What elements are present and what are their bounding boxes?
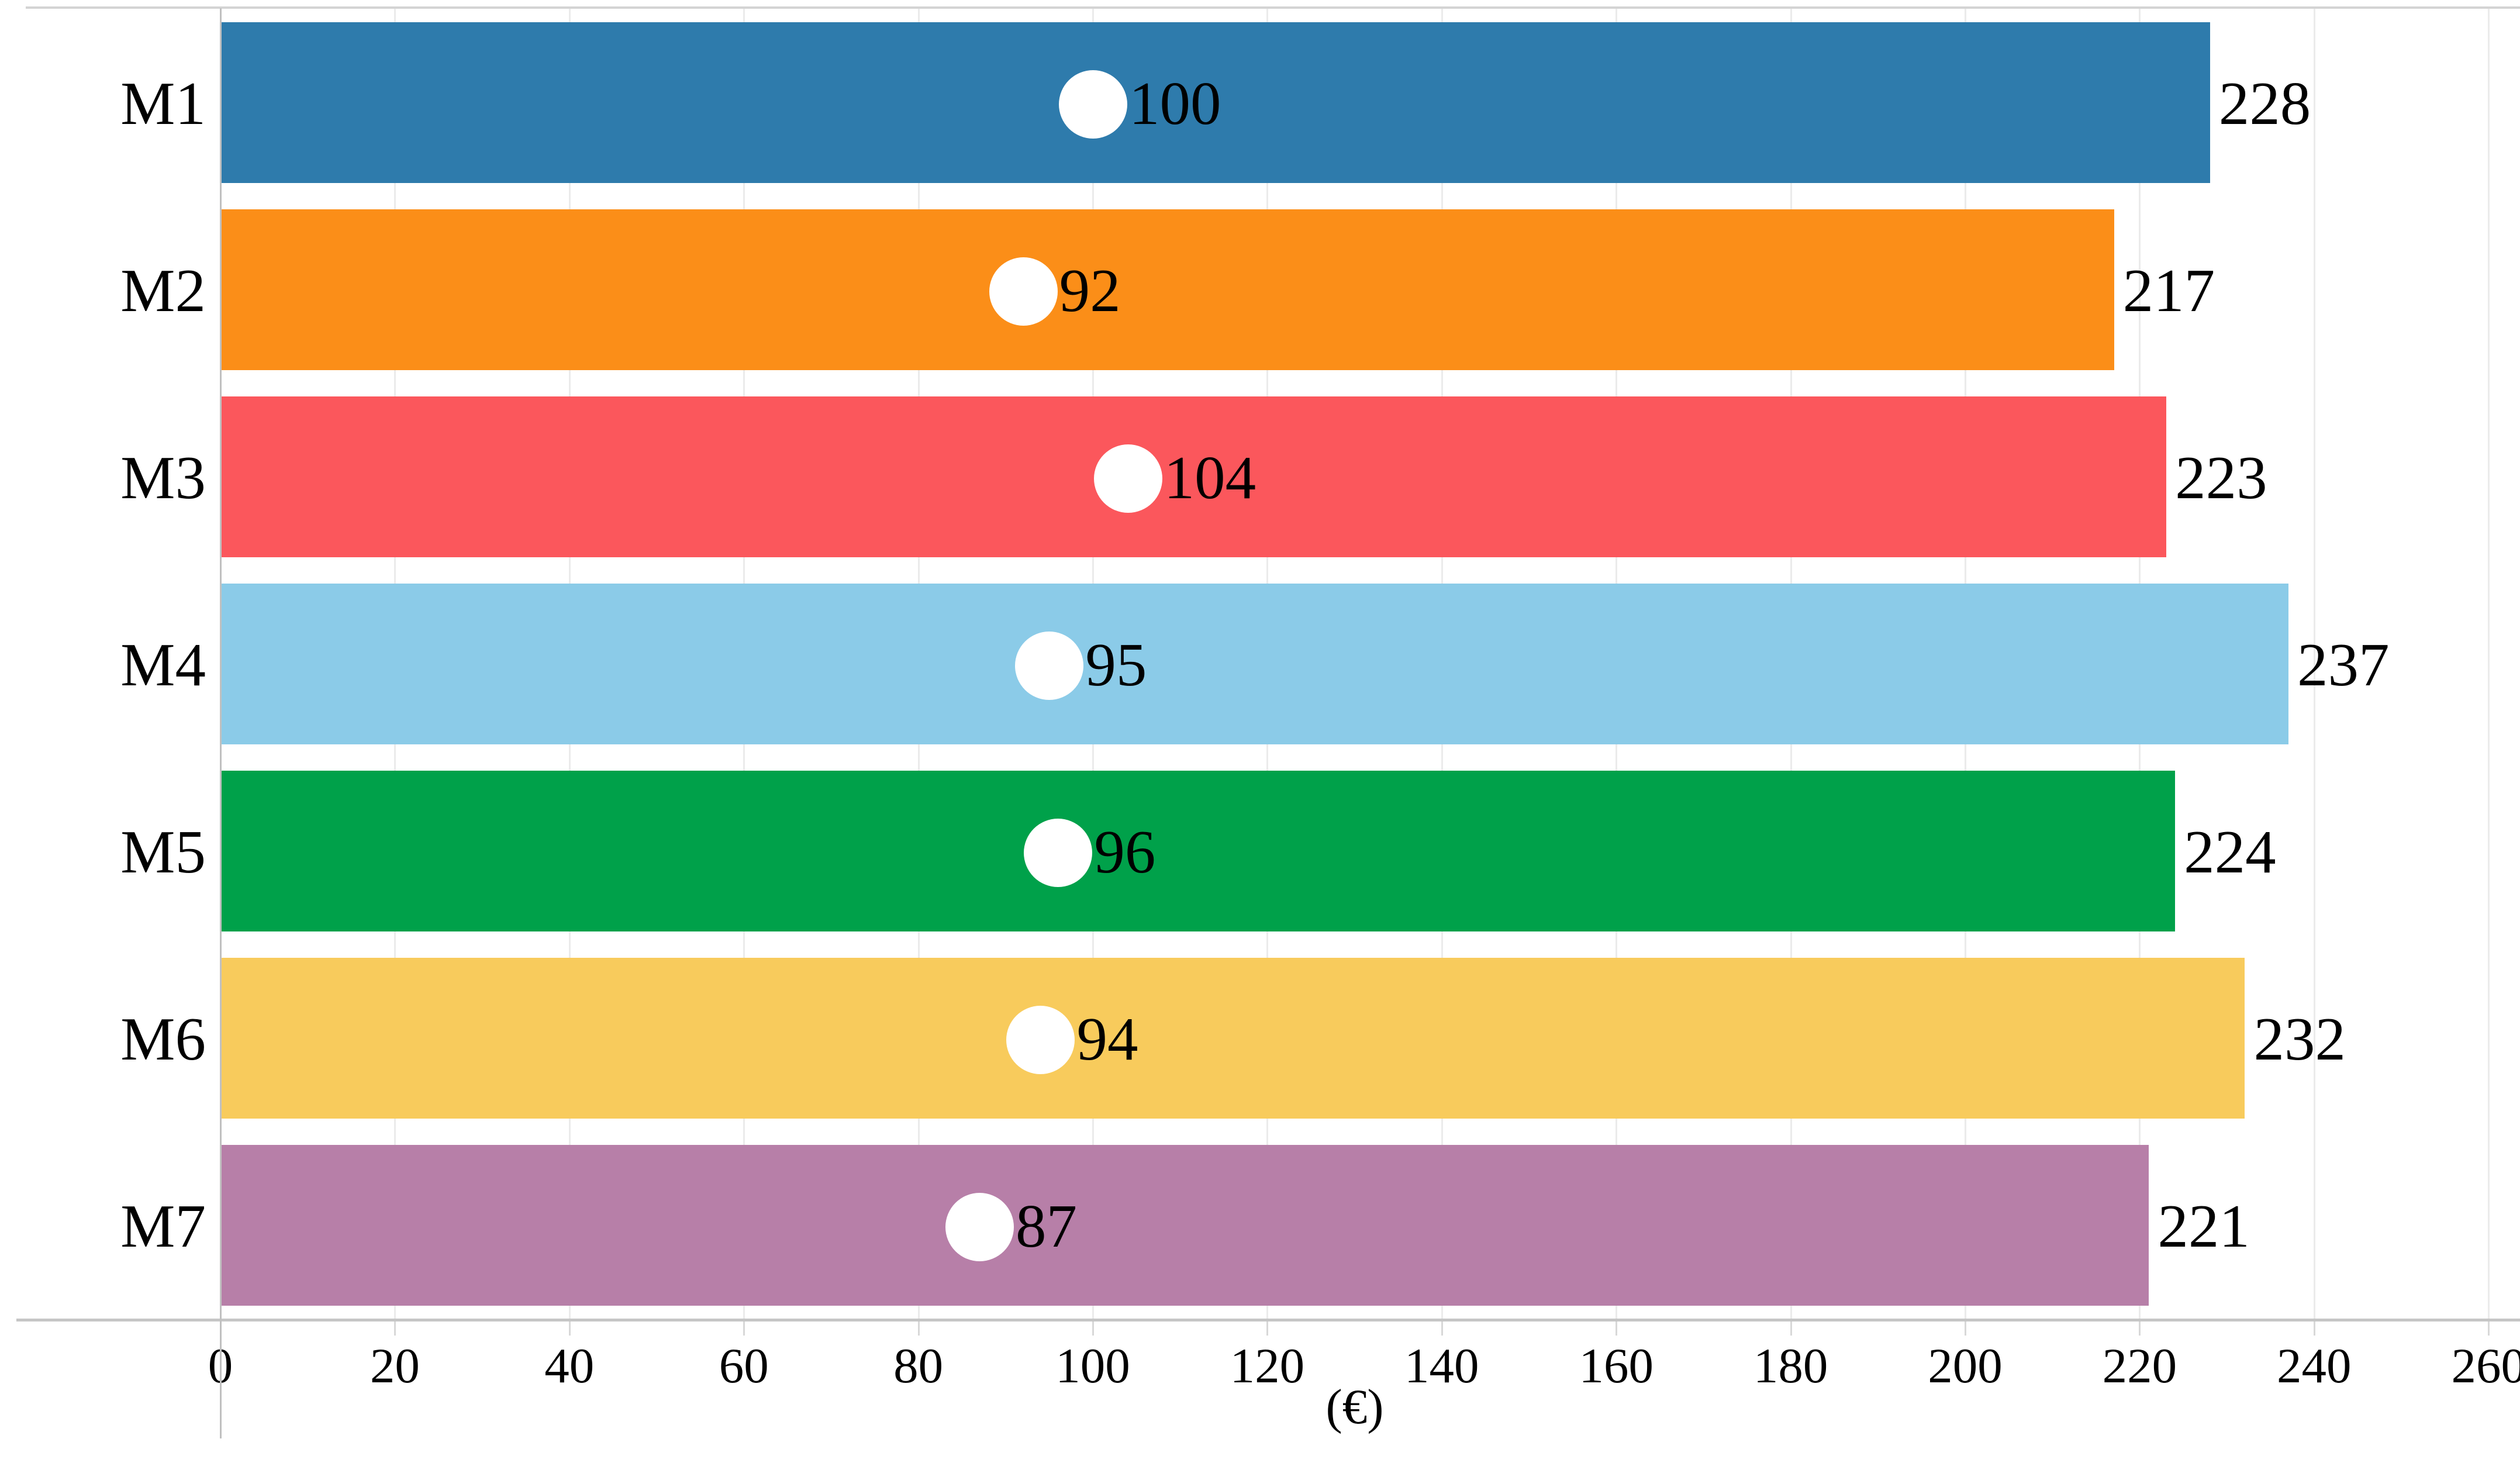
bar-value-label-M4: 237 xyxy=(2297,630,2390,699)
bar-value-label-M7: 221 xyxy=(2157,1191,2250,1260)
dot-value-label-M1: 100 xyxy=(1129,68,1221,137)
bar-M4 xyxy=(221,584,2289,744)
tick-mark-120 xyxy=(1266,1321,1269,1336)
tick-mark-100 xyxy=(1092,1321,1094,1336)
x-tick-label-40: 40 xyxy=(544,1338,595,1393)
bar-M1 xyxy=(221,22,2210,183)
gridline-240 xyxy=(2313,9,2315,1319)
tick-mark-40 xyxy=(568,1321,571,1336)
bar-value-label-M3: 223 xyxy=(2175,443,2267,512)
x-tick-label-260: 260 xyxy=(2451,1338,2520,1393)
bar-M2 xyxy=(221,209,2114,370)
category-label-M4: M4 xyxy=(120,630,206,699)
marker-dot-M5 xyxy=(1024,818,1093,887)
dot-value-label-M2: 92 xyxy=(1059,256,1121,325)
dot-value-label-M6: 94 xyxy=(1076,1004,1138,1073)
x-tick-label-120: 120 xyxy=(1230,1338,1305,1393)
marker-dot-M3 xyxy=(1093,444,1162,513)
category-label-M2: M2 xyxy=(120,256,206,325)
x-tick-label-140: 140 xyxy=(1404,1338,1479,1393)
marker-dot-M4 xyxy=(1015,631,1084,700)
dot-value-label-M5: 96 xyxy=(1094,817,1156,886)
category-label-M1: M1 xyxy=(120,68,206,137)
marker-dot-M7 xyxy=(945,1192,1014,1261)
x-tick-label-220: 220 xyxy=(2102,1338,2177,1393)
gridline-260 xyxy=(2488,9,2490,1319)
bar-M7 xyxy=(221,1145,2149,1306)
x-tick-label-20: 20 xyxy=(370,1338,420,1393)
bar-M5 xyxy=(221,771,2176,931)
category-label-M6: M6 xyxy=(120,1004,206,1073)
x-tick-label-180: 180 xyxy=(1753,1338,1828,1393)
bar-M6 xyxy=(221,958,2245,1119)
tick-mark-240 xyxy=(2313,1321,2315,1336)
tick-mark-220 xyxy=(2139,1321,2141,1336)
dot-value-label-M3: 104 xyxy=(1164,443,1256,512)
tick-mark-260 xyxy=(2488,1321,2490,1336)
x-axis-title: (€) xyxy=(1325,1379,1384,1434)
x-tick-label-80: 80 xyxy=(893,1338,944,1393)
tick-mark-160 xyxy=(1615,1321,1618,1336)
bar-M3 xyxy=(221,396,2167,557)
bar-value-label-M2: 217 xyxy=(2122,256,2215,325)
dot-value-label-M4: 95 xyxy=(1085,630,1147,699)
x-tick-label-200: 200 xyxy=(1928,1338,2003,1393)
x-tick-label-60: 60 xyxy=(719,1338,769,1393)
tick-mark-20 xyxy=(394,1321,396,1336)
tick-mark-180 xyxy=(1790,1321,1792,1336)
marker-dot-M1 xyxy=(1059,70,1127,139)
tick-mark-140 xyxy=(1441,1321,1443,1336)
bar-value-label-M6: 232 xyxy=(2253,1004,2346,1073)
tick-mark-200 xyxy=(1965,1321,1966,1336)
x-axis-line xyxy=(16,1319,2520,1321)
bar-value-label-M1: 228 xyxy=(2218,68,2311,137)
x-tick-label-100: 100 xyxy=(1055,1338,1130,1393)
y-axis-line xyxy=(220,8,222,1438)
plot-top-border xyxy=(26,6,2520,9)
marker-dot-M6 xyxy=(1006,1005,1075,1074)
x-tick-label-160: 160 xyxy=(1579,1338,1653,1393)
category-label-M7: M7 xyxy=(120,1191,206,1260)
bar-value-label-M5: 224 xyxy=(2184,817,2276,886)
category-label-M3: M3 xyxy=(120,443,206,512)
dot-value-label-M7: 87 xyxy=(1016,1191,1078,1260)
x-tick-label-240: 240 xyxy=(2277,1338,2352,1393)
tick-mark-80 xyxy=(917,1321,920,1336)
tick-mark-60 xyxy=(743,1321,745,1336)
marker-dot-M2 xyxy=(989,257,1058,326)
category-label-M5: M5 xyxy=(120,817,206,886)
